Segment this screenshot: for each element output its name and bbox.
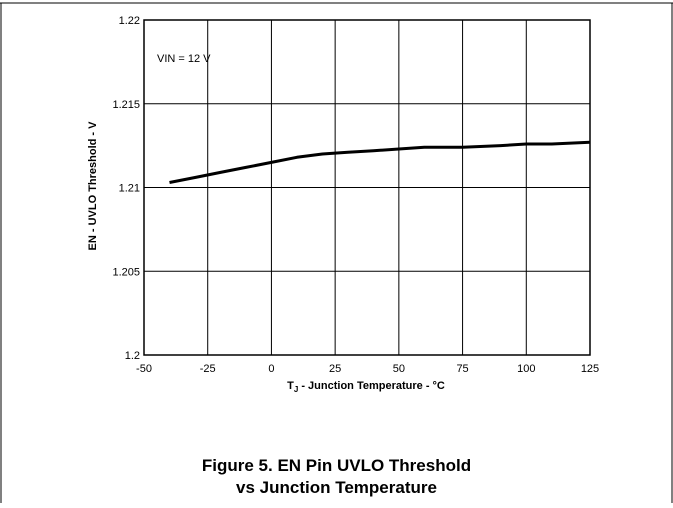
x-tick-label: 75	[456, 363, 468, 375]
figure-caption: Figure 5. EN Pin UVLO Threshold vs Junct…	[0, 455, 673, 499]
x-tick-label: -50	[136, 363, 152, 375]
series-group	[169, 140, 591, 184]
plot-area-frame	[143, 19, 591, 356]
y-tick-label: 1.215	[112, 99, 140, 111]
x-tick-label: 50	[393, 363, 405, 375]
y-axis-label: EN - UVLO Threshold - V	[87, 121, 99, 251]
y-tick-label: 1.205	[112, 266, 140, 278]
x-tick-label: 0	[268, 363, 274, 375]
tick-labels: -50 -25 0 25 50 75 100 125 1.2 1.205 1.21 1.215 1.22	[112, 15, 599, 375]
y-tick-label: 1.21	[119, 183, 140, 195]
x-tick-label: 125	[581, 363, 599, 375]
x-axis-label-rest: - Junction Temperature - °C	[298, 380, 445, 392]
caption-line-2: vs Junction Temperature	[236, 478, 437, 497]
grid	[144, 20, 590, 355]
x-axis-label: TJ - Junction Temperature - °C	[287, 380, 445, 394]
x-axis-label-main: T	[287, 380, 294, 392]
y-tick-label: 1.22	[119, 15, 140, 27]
caption-line-1: Figure 5. EN Pin UVLO Threshold	[201, 456, 472, 475]
x-tick-label: 100	[517, 363, 535, 375]
vin-annotation: VIN = 12 V	[157, 53, 211, 65]
x-tick-label: -25	[200, 363, 216, 375]
x-tick-label: 25	[329, 363, 341, 375]
series-line	[169, 140, 591, 184]
y-tick-label: 1.2	[125, 350, 140, 362]
x-axis-label-subscript: J	[294, 385, 298, 394]
